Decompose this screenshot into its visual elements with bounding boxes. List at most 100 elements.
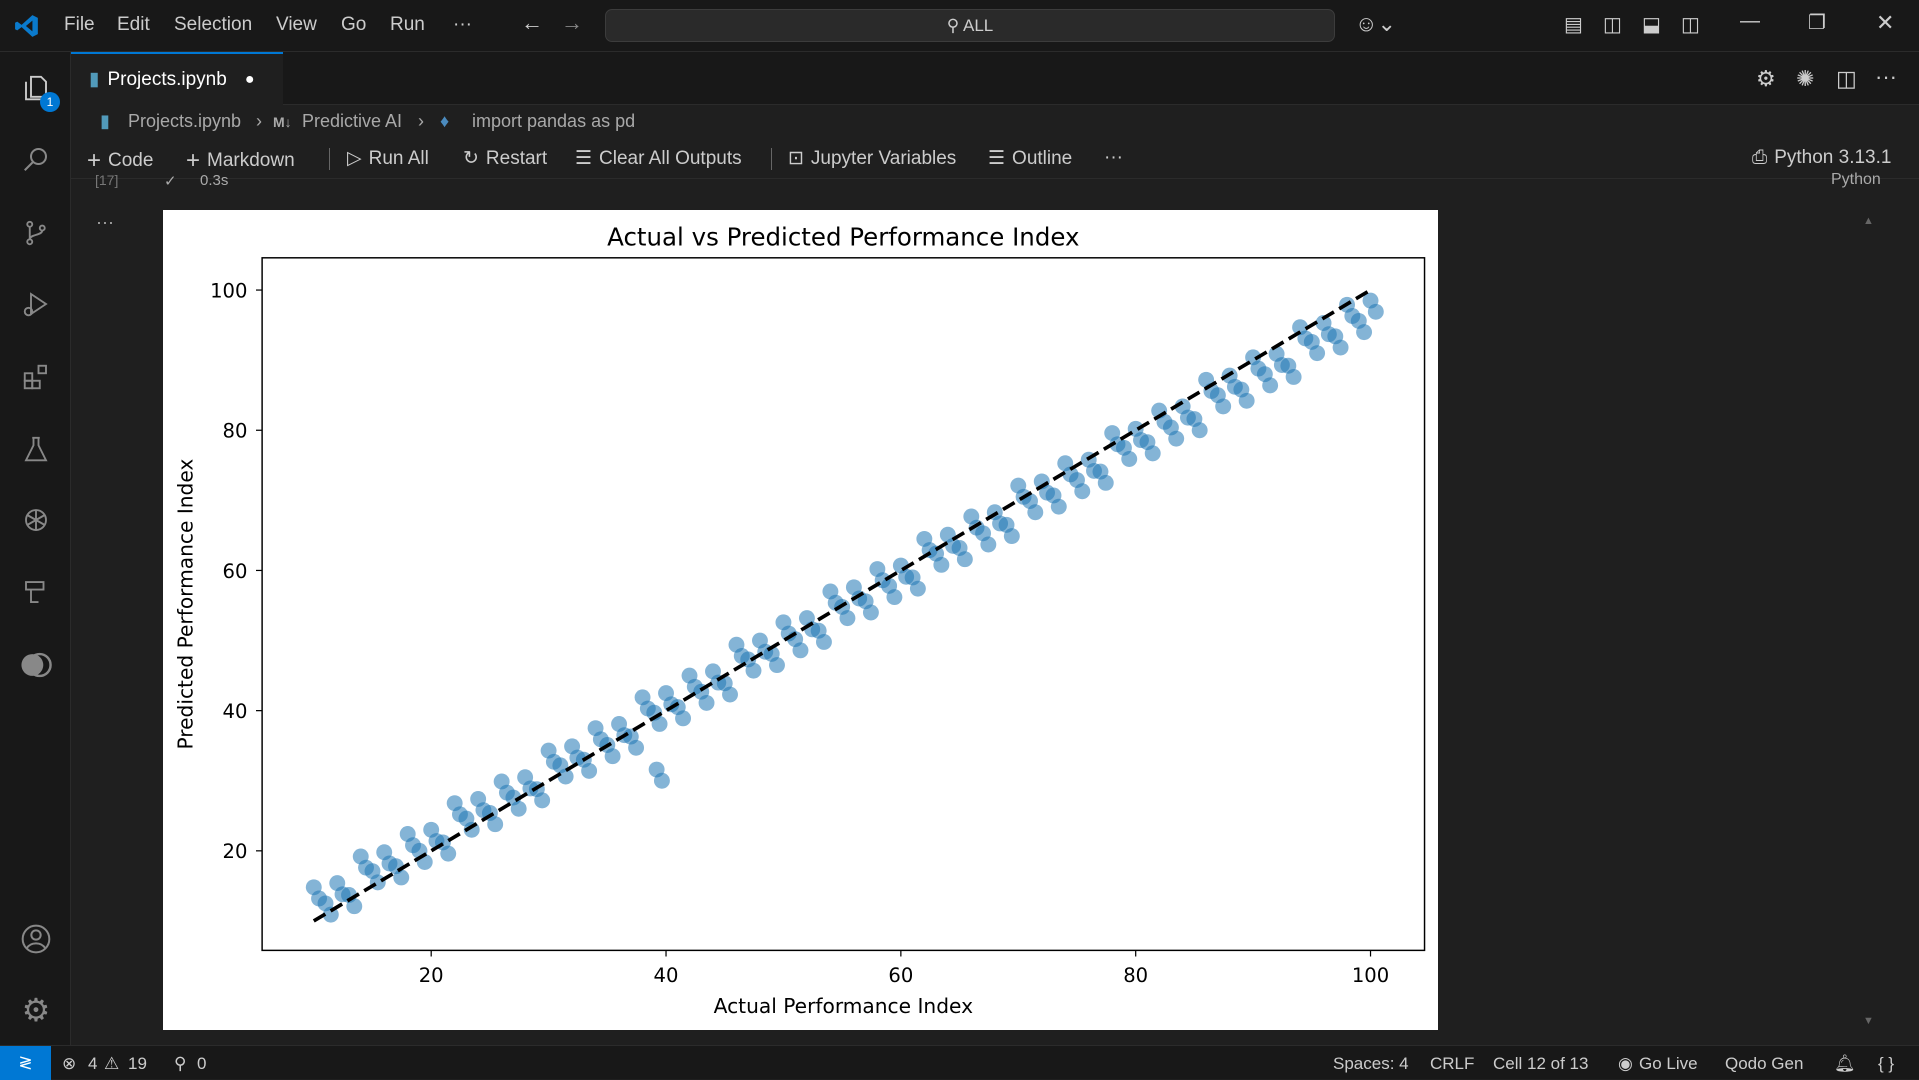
data-point bbox=[1344, 308, 1361, 324]
qodo-icon[interactable] bbox=[14, 643, 58, 687]
breadcrumb-item[interactable]: import pandas as pd bbox=[472, 111, 636, 131]
menu-edit[interactable]: Edit bbox=[117, 14, 150, 35]
restart-button[interactable]: ↻ Restart bbox=[463, 147, 547, 170]
unsaved-dot-icon[interactable]: ● bbox=[244, 70, 255, 88]
chart-title: Actual vs Predicted Performance Index bbox=[607, 223, 1079, 252]
run-all-button[interactable]: ▷ Run All bbox=[347, 147, 429, 170]
data-point bbox=[1250, 360, 1267, 377]
explorer-badge: 1 bbox=[40, 92, 60, 112]
close-icon[interactable]: ✕ bbox=[1876, 10, 1895, 35]
menu-file[interactable]: File bbox=[64, 14, 95, 35]
notifications-bell-icon[interactable]: 🔔︎ bbox=[1834, 1054, 1856, 1073]
run-debug-icon[interactable] bbox=[14, 282, 58, 326]
y-tick-label: 80 bbox=[223, 420, 248, 443]
more-actions-icon[interactable]: ··· bbox=[1875, 64, 1897, 89]
outline-button[interactable]: ☰ Outline bbox=[988, 147, 1072, 170]
breadcrumb-item[interactable]: Predictive AI bbox=[302, 111, 403, 131]
execution-time: 0.3s bbox=[200, 172, 229, 189]
qodo-gen[interactable]: Qodo Gen bbox=[1725, 1054, 1804, 1073]
notebook-settings-icon[interactable]: ⚙ bbox=[1756, 66, 1776, 91]
explorer-icon[interactable]: 1 bbox=[14, 66, 60, 112]
data-point bbox=[592, 731, 609, 748]
data-point bbox=[1191, 422, 1208, 439]
scatter-chart: Actual vs Predicted Performance Index Ac… bbox=[173, 223, 1426, 1018]
data-point bbox=[722, 686, 738, 703]
search-icon[interactable] bbox=[14, 137, 58, 181]
divider bbox=[329, 148, 330, 170]
data-point bbox=[1074, 483, 1091, 500]
x-tick-label: 100 bbox=[1352, 964, 1389, 987]
ports-count[interactable]: 0 bbox=[197, 1054, 207, 1073]
toolbar-more-button[interactable]: ··· bbox=[1104, 147, 1123, 168]
vscode-logo-icon bbox=[15, 15, 38, 37]
data-point bbox=[510, 800, 527, 817]
add-code-button[interactable]: + Code bbox=[87, 147, 153, 175]
menu-view[interactable]: View bbox=[276, 14, 317, 35]
settings-gear-icon[interactable]: ⚙ bbox=[21, 992, 51, 1028]
toggle-panel-icon[interactable]: ⬓ bbox=[1642, 14, 1661, 36]
data-point bbox=[909, 580, 926, 597]
split-editor-icon[interactable]: ◫ bbox=[1836, 66, 1857, 91]
data-point bbox=[440, 845, 457, 862]
tab-projects-ipynb[interactable]: ▮ Projects.ipynb ● bbox=[71, 52, 283, 105]
customize-layout-icon[interactable]: ▤ bbox=[1564, 14, 1583, 36]
notebook-file-icon: ▮ bbox=[89, 69, 100, 90]
paint-tool-icon[interactable] bbox=[14, 570, 58, 614]
extensions-icon[interactable] bbox=[14, 355, 58, 399]
chatgpt-icon[interactable] bbox=[14, 498, 58, 542]
data-point bbox=[534, 792, 551, 809]
data-point bbox=[686, 678, 703, 695]
markdown-icon: M↓ bbox=[273, 114, 292, 130]
chatgpt-icon[interactable]: ✺ bbox=[1796, 66, 1815, 91]
toggle-sidebar-icon[interactable]: ◫ bbox=[1603, 14, 1622, 36]
data-point bbox=[639, 700, 656, 717]
menu-more[interactable]: ··· bbox=[453, 14, 472, 35]
testing-icon[interactable] bbox=[14, 427, 58, 471]
ports-icon[interactable]: ⚲ bbox=[174, 1054, 187, 1073]
warnings-icon[interactable]: ⚠ bbox=[104, 1054, 120, 1073]
data-point bbox=[381, 855, 398, 872]
add-markdown-button[interactable]: + Markdown bbox=[186, 147, 295, 175]
reference-line bbox=[312, 288, 1372, 923]
editor-tabs: ▮ Projects.ipynb ● ⚙ ✺ ◫ ··· bbox=[71, 52, 1919, 105]
toggle-secondary-sidebar-icon[interactable]: ◫ bbox=[1681, 14, 1700, 36]
breadcrumb-item[interactable]: Projects.ipynb bbox=[128, 111, 242, 131]
axes-frame bbox=[261, 257, 1426, 952]
forward-arrow-icon[interactable]: → bbox=[561, 10, 583, 35]
errors-icon[interactable]: ⊗ bbox=[62, 1054, 77, 1073]
cell-language[interactable]: Python bbox=[1831, 171, 1881, 188]
scroll-up-icon[interactable]: ▲ bbox=[1863, 215, 1874, 227]
data-point bbox=[1226, 378, 1243, 395]
braces-icon[interactable]: { } bbox=[1878, 1054, 1895, 1073]
command-center-search[interactable]: ⚲ ALL bbox=[605, 9, 1335, 42]
go-live[interactable]: Go Live bbox=[1639, 1054, 1698, 1073]
output-more-button[interactable]: ··· bbox=[96, 212, 114, 232]
clear-all-outputs-button[interactable]: ☰ Clear All Outputs bbox=[575, 147, 742, 170]
warnings-count[interactable]: 19 bbox=[128, 1054, 147, 1073]
menu-go[interactable]: Go bbox=[341, 14, 367, 35]
line-endings[interactable]: CRLF bbox=[1430, 1054, 1475, 1073]
y-tick-label: 100 bbox=[210, 279, 247, 302]
scroll-down-icon[interactable]: ▼ bbox=[1863, 1015, 1874, 1027]
jupyter-variables-button[interactable]: ⊡ Jupyter Variables bbox=[788, 147, 956, 170]
remote-indicator-icon[interactable]: ≷ bbox=[0, 1046, 51, 1080]
source-control-icon[interactable] bbox=[14, 211, 58, 255]
data-point bbox=[1121, 451, 1138, 467]
data-point bbox=[557, 768, 574, 785]
copilot-icon[interactable]: ☺⌄ bbox=[1355, 11, 1396, 36]
data-point bbox=[780, 625, 797, 642]
data-point bbox=[569, 749, 586, 766]
minimize-icon[interactable]: — bbox=[1740, 10, 1760, 32]
menu-selection[interactable]: Selection bbox=[174, 14, 253, 35]
account-icon[interactable] bbox=[14, 917, 58, 961]
errors-count[interactable]: 4 bbox=[88, 1054, 98, 1073]
go-live-icon[interactable]: ◉ bbox=[1618, 1054, 1633, 1073]
indentation[interactable]: Spaces: 4 bbox=[1333, 1054, 1409, 1073]
label: Run All bbox=[368, 147, 429, 169]
restore-icon[interactable]: ❐ bbox=[1808, 12, 1826, 34]
data-point bbox=[405, 837, 421, 854]
menu-run[interactable]: Run bbox=[390, 14, 425, 35]
back-arrow-icon[interactable]: ← bbox=[521, 10, 543, 35]
kernel-picker[interactable]: ⎙ Python 3.13.1 bbox=[1752, 147, 1891, 169]
cell-position[interactable]: Cell 12 of 13 bbox=[1493, 1054, 1589, 1073]
